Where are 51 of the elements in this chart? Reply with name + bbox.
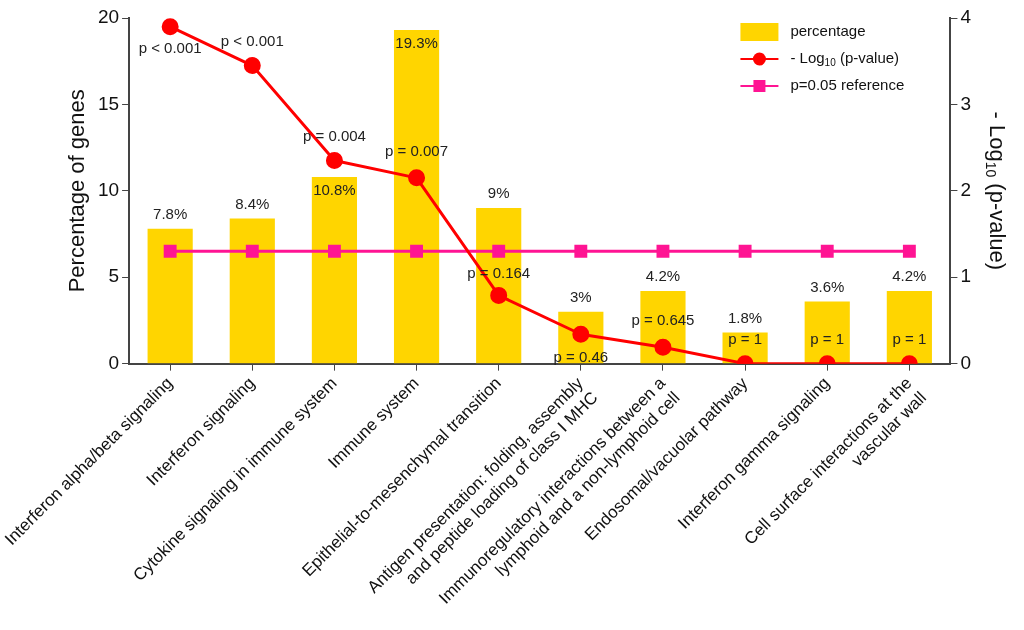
point xyxy=(327,244,341,258)
data-label: 3% xyxy=(569,287,592,305)
data-label: 10.8% xyxy=(313,181,356,199)
annotation: p = 1 xyxy=(810,329,845,347)
bar xyxy=(147,228,193,364)
legend-label: percentage xyxy=(790,22,866,40)
y2-tick-label: 2 xyxy=(960,179,972,201)
y-tick-label: 10 xyxy=(97,179,120,201)
bar xyxy=(804,301,850,364)
annotation: p = 1 xyxy=(892,329,927,347)
data-label: 8.4% xyxy=(235,194,270,212)
point xyxy=(492,244,506,258)
y2-tick-label: 1 xyxy=(960,265,972,287)
point xyxy=(410,244,424,258)
data-label: 9% xyxy=(487,184,510,202)
point xyxy=(163,244,177,258)
y2-tick-label: 0 xyxy=(960,351,972,373)
annotation: p < 0.001 xyxy=(138,38,202,56)
y-tick-label: 20 xyxy=(97,6,120,28)
data-label: 7.8% xyxy=(153,204,188,222)
point xyxy=(161,18,179,36)
y-tick-label: 5 xyxy=(108,265,120,287)
point xyxy=(243,57,261,75)
point xyxy=(654,338,672,356)
y2-tick-label: 4 xyxy=(960,6,972,28)
y2-axis-title: - Log10 (p-value) xyxy=(982,111,1010,271)
bar xyxy=(311,177,358,364)
y2-tick-label: 3 xyxy=(960,92,972,114)
point xyxy=(738,244,752,258)
point xyxy=(820,244,834,258)
point xyxy=(490,286,508,304)
y-axis-title: Percentage of genes xyxy=(63,89,89,293)
annotation: p = 0.004 xyxy=(302,126,366,144)
data-label: 4.2% xyxy=(645,267,681,285)
point xyxy=(574,244,588,258)
data-label: 3.6% xyxy=(810,277,845,295)
annotation: p < 0.001 xyxy=(220,31,284,49)
point xyxy=(902,244,916,258)
bar xyxy=(229,218,275,364)
data-label: 4.2% xyxy=(892,267,927,285)
bar xyxy=(886,291,932,364)
legend-label: p=0.05 reference xyxy=(790,76,905,94)
annotation: p = 1 xyxy=(728,329,762,347)
data-label: 1.8% xyxy=(728,308,763,326)
point xyxy=(245,244,259,258)
point xyxy=(408,169,426,187)
data-label: 19.3% xyxy=(395,34,438,52)
point xyxy=(656,244,670,258)
y-tick-label: 15 xyxy=(97,92,120,114)
point xyxy=(325,152,343,170)
y-tick-label: 0 xyxy=(108,351,120,373)
